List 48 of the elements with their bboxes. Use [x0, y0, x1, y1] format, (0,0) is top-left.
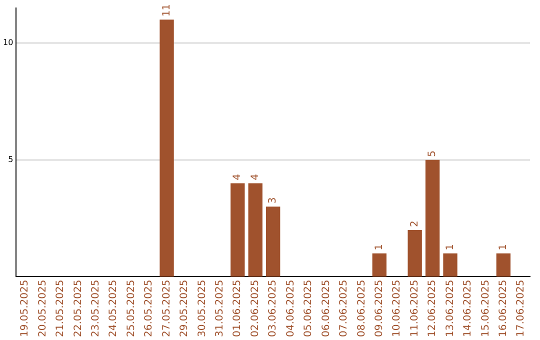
data-label: 1: [498, 244, 510, 250]
data-label: 4: [250, 174, 261, 180]
x-tick-label: 14.06.2025: [462, 280, 474, 338]
bar: [248, 183, 262, 277]
bar: [160, 20, 174, 277]
x-tick-label: 12.06.2025: [427, 280, 438, 338]
data-label: 4: [232, 174, 244, 180]
x-tick-label: 26.05.2025: [144, 280, 155, 338]
bar: [443, 253, 458, 277]
x-tick-label: 21.05.2025: [55, 280, 66, 338]
data-label: 11: [161, 4, 172, 17]
bar: [425, 160, 440, 277]
x-tick-label: 16.06.2025: [498, 280, 510, 338]
x-tick-label: 13.06.2025: [444, 280, 456, 338]
data-label: 5: [427, 150, 438, 157]
x-tick-label: 17.06.2025: [516, 280, 527, 338]
bar: [408, 230, 422, 277]
x-tick-label: 11.06.2025: [409, 280, 420, 338]
bar: [496, 253, 511, 277]
x-tick-label: 04.06.2025: [285, 280, 296, 338]
x-tick-label: 08.06.2025: [356, 280, 368, 338]
data-label: 1: [444, 244, 456, 250]
y-tick-label: 10: [2, 38, 14, 48]
data-label: 3: [268, 197, 279, 204]
x-tick-label: 29.05.2025: [179, 280, 190, 338]
x-tick-label: 24.05.2025: [108, 280, 120, 338]
bar: [266, 206, 280, 277]
x-tick-label: 09.06.2025: [374, 280, 385, 338]
x-tick-label: 23.05.2025: [90, 280, 102, 338]
x-tick-label: 31.05.2025: [214, 280, 226, 338]
x-tick-label: 15.06.2025: [480, 280, 492, 338]
x-tick-label: 27.05.2025: [161, 280, 172, 338]
x-tick-label: 30.05.2025: [196, 280, 208, 338]
x-tick-label: 02.06.2025: [250, 280, 261, 338]
x-tick-label: 25.05.2025: [126, 280, 137, 338]
bar: [372, 253, 386, 277]
data-label: 2: [409, 220, 420, 228]
x-tick-label: 05.06.2025: [303, 280, 314, 338]
x-tick-label: 19.05.2025: [20, 280, 31, 338]
data-label: 1: [374, 244, 385, 250]
bar: [230, 183, 245, 277]
x-tick-label: 03.06.2025: [268, 280, 279, 338]
x-tick-label: 22.05.2025: [72, 280, 84, 338]
x-tick-label: 10.06.2025: [392, 280, 403, 338]
x-tick-label: 01.06.2025: [232, 280, 244, 338]
x-tick-label: 20.05.2025: [37, 280, 48, 338]
x-tick-label: 07.06.2025: [338, 280, 350, 338]
x-tick-label: 06.06.2025: [320, 280, 332, 338]
